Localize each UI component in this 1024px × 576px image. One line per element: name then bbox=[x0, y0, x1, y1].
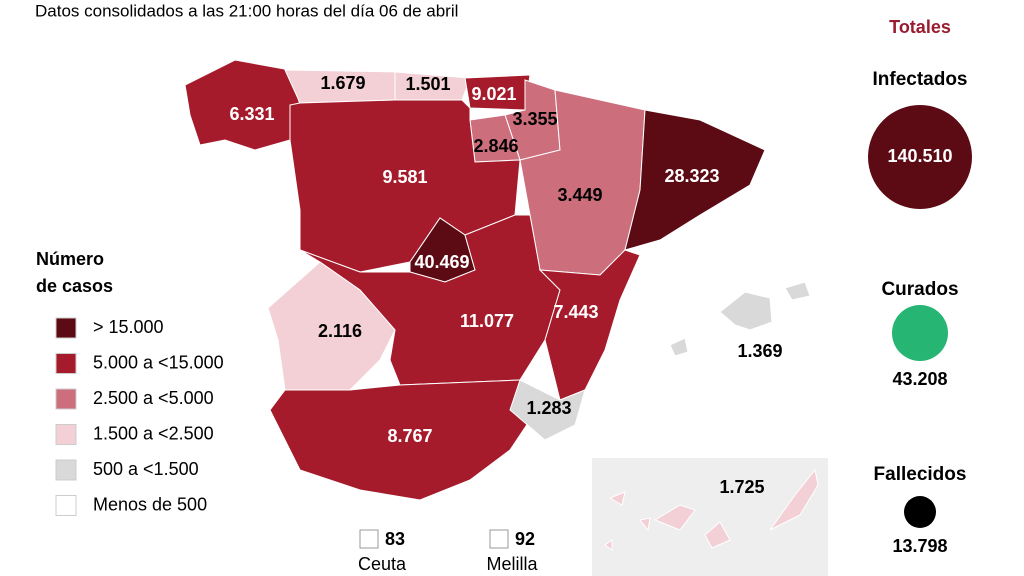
legend-title: Número bbox=[36, 249, 104, 269]
city-box bbox=[489, 529, 509, 549]
legend-swatch bbox=[55, 317, 77, 339]
subtitle: Datos consolidados a las 21:00 horas del… bbox=[35, 1, 458, 20]
legend-label: > 15.000 bbox=[93, 317, 164, 337]
region-value: 28.323 bbox=[664, 166, 719, 186]
legend-label: 5.000 a <15.000 bbox=[93, 352, 224, 372]
total-value: 13.798 bbox=[892, 536, 947, 556]
region bbox=[184, 59, 301, 151]
region bbox=[624, 109, 766, 251]
region-value: 6.331 bbox=[229, 104, 274, 124]
region bbox=[269, 379, 531, 501]
total-circle bbox=[892, 305, 948, 361]
legend-swatch bbox=[55, 388, 77, 410]
legend-swatch bbox=[55, 353, 77, 374]
city-label: Melilla bbox=[486, 554, 538, 574]
region bbox=[769, 468, 819, 531]
region-value: 2.846 bbox=[473, 136, 518, 156]
region bbox=[669, 337, 689, 357]
city-value: 83 bbox=[385, 529, 405, 549]
region-value: 7.443 bbox=[553, 302, 598, 322]
region-value: 2.116 bbox=[318, 321, 362, 341]
region-value: 9.581 bbox=[382, 167, 427, 187]
legend-swatch bbox=[55, 459, 77, 481]
total-label: Fallecidos bbox=[874, 464, 967, 485]
region-value: 11.077 bbox=[460, 311, 514, 331]
city-value: 92 bbox=[515, 529, 535, 549]
region bbox=[704, 521, 731, 549]
total-circle bbox=[868, 105, 972, 209]
city-label: Ceuta bbox=[358, 554, 407, 574]
region-value: 9.021 bbox=[471, 84, 516, 104]
total-value: 140.510 bbox=[887, 146, 952, 166]
city-box bbox=[359, 529, 379, 549]
legend-label: 500 a <1.500 bbox=[93, 459, 199, 479]
region bbox=[719, 291, 773, 331]
totals-title: Totales bbox=[889, 17, 951, 37]
region-value: 3.355 bbox=[512, 109, 557, 129]
legend-label: Menos de 500 bbox=[93, 494, 207, 514]
region-value: 1.501 bbox=[405, 74, 450, 94]
region bbox=[639, 517, 651, 532]
legend-label: 1.500 a <2.500 bbox=[93, 423, 214, 443]
region-value: 1.725 bbox=[719, 477, 764, 497]
region bbox=[604, 539, 613, 551]
region-value: 1.283 bbox=[526, 398, 571, 418]
region-value: 1.369 bbox=[737, 341, 782, 361]
region-value: 1.679 bbox=[320, 73, 365, 93]
region bbox=[509, 379, 586, 441]
legend-swatch bbox=[55, 495, 77, 516]
total-circle bbox=[904, 496, 936, 528]
total-label: Infectados bbox=[872, 69, 967, 90]
total-label: Curados bbox=[881, 279, 958, 300]
region-value: 8.767 bbox=[387, 426, 432, 446]
region bbox=[608, 491, 626, 506]
legend-label: 2.500 a <5.000 bbox=[93, 388, 214, 408]
legend-swatch bbox=[55, 424, 77, 445]
region bbox=[784, 281, 811, 301]
legend-title: de casos bbox=[36, 276, 113, 296]
region-value: 40.469 bbox=[414, 252, 469, 272]
region bbox=[653, 504, 696, 531]
region bbox=[267, 261, 396, 391]
total-value: 43.208 bbox=[892, 369, 947, 389]
region-value: 3.449 bbox=[557, 185, 602, 205]
